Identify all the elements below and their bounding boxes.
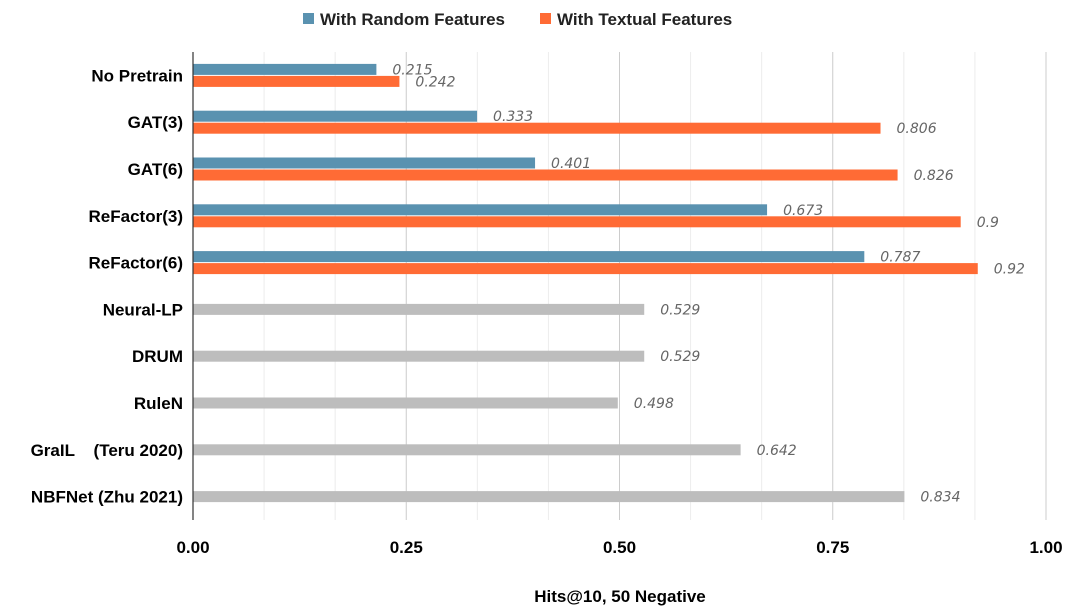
bar [193,491,905,503]
bar [193,444,741,456]
bar [193,251,865,263]
data-label: 0.806 [897,121,937,137]
data-label: 0.529 [660,349,700,365]
data-label: 0.215 [392,62,432,78]
data-label: 0.834 [920,490,960,506]
x-tick-label: 0.25 [390,538,423,557]
category-label: GraIL (Teru 2020) [31,441,183,460]
category-label: Neural-LP [103,300,183,319]
category-label: GAT(6) [128,160,183,179]
bar [193,63,377,75]
legend-swatch [540,13,551,24]
data-label: 0.333 [493,109,533,125]
bar [193,122,881,134]
data-label: 0.401 [551,156,591,172]
data-label: 0.673 [783,203,823,219]
y-axis: No Pretrain GAT(3) GAT(6) ReFactor(3) ReFact… [31,52,194,520]
category-label: ReFactor(6) [89,254,183,273]
category-label: ReFactor(3) [89,207,183,226]
bar [193,263,978,275]
category-label: DRUM [132,347,183,366]
data-label: 0.498 [634,396,674,412]
bar [193,216,961,228]
bar [193,110,478,122]
bar [193,303,645,315]
bar [193,350,645,362]
x-tick-label: 0.00 [176,538,209,557]
x-tick-label: 0.50 [603,538,636,557]
data-label: 0.642 [757,443,797,459]
category-label: GAT(3) [128,113,183,132]
bars [193,63,978,503]
bar [193,169,898,181]
x-axis: 0.00 0.25 0.50 0.75 1.00 [176,538,1062,557]
data-label: 0.92 [994,262,1025,278]
x-tick-label: 1.00 [1029,538,1062,557]
category-label: RuleN [134,394,183,413]
bar [193,75,400,87]
data-label: 0.9 [977,215,999,231]
x-tick-label: 0.75 [816,538,849,557]
bar [193,204,768,216]
data-label: 0.787 [880,250,920,266]
x-axis-title: Hits@10, 50 Negative [534,587,706,606]
category-label: NBFNet (Zhu 2021) [31,488,183,507]
bar [193,157,536,169]
bar [193,397,618,409]
data-label: 0.242 [415,74,455,90]
category-label: No Pretrain [91,66,183,85]
legend-swatch [303,13,314,24]
data-label: 0.826 [914,168,954,184]
legend-label: With Textual Features [557,10,732,29]
legend-label: With Random Features [320,10,505,29]
data-label: 0.529 [660,302,700,318]
legend: With Random Features With Textual Feature… [303,10,732,29]
